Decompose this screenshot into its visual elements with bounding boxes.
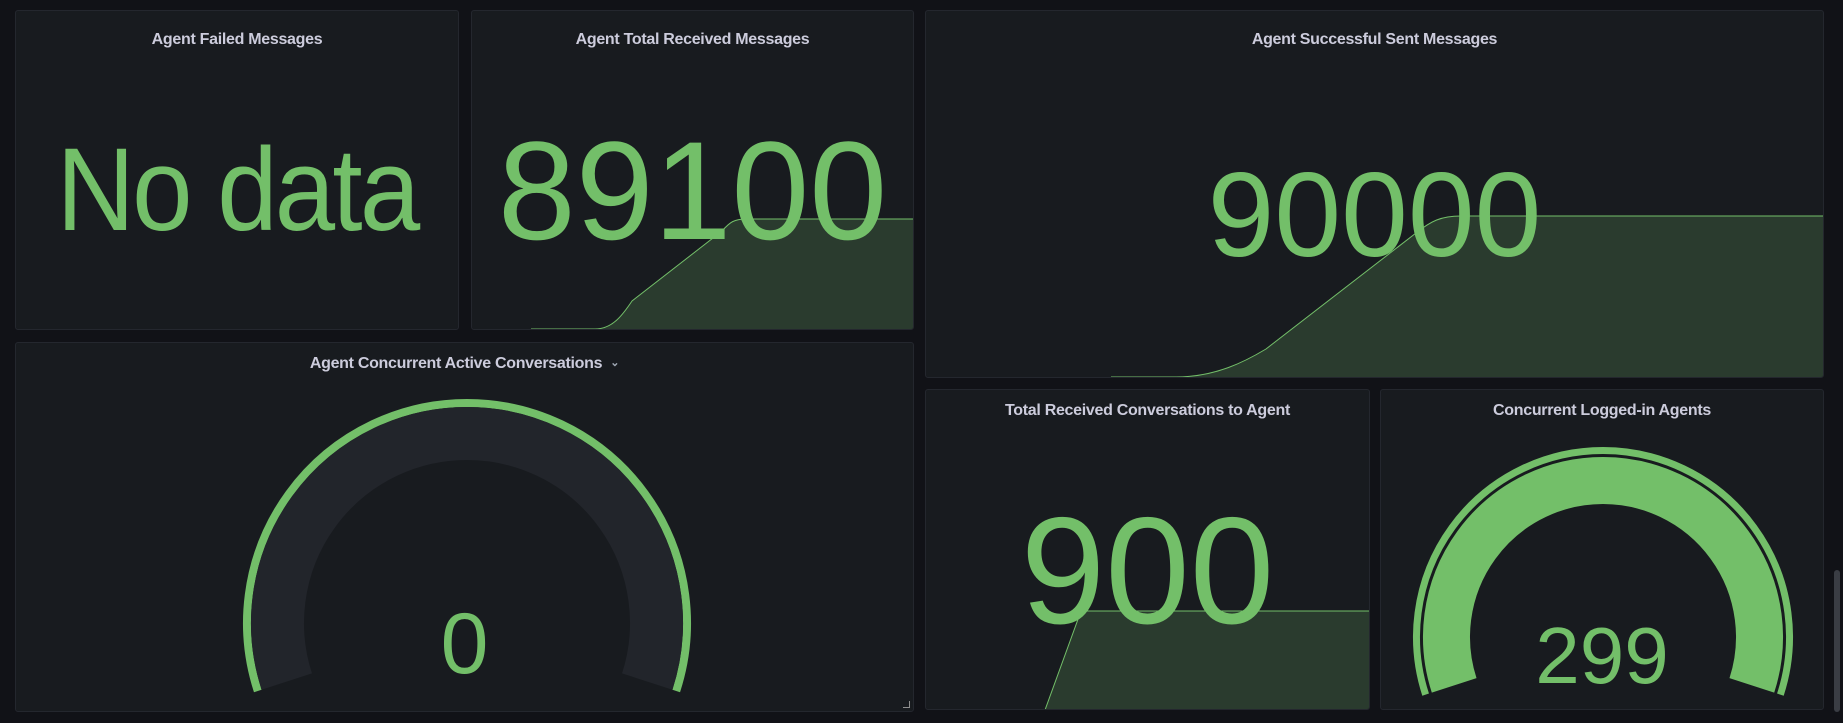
panel-title[interactable]: Total Received Conversations to Agent (1005, 402, 1290, 419)
gauge-track (251, 407, 683, 690)
panel-agent-total-received-messages[interactable]: Agent Total Received Messages 89100 (471, 10, 914, 330)
sparkline (531, 218, 913, 329)
gauge-threshold-ring (1413, 447, 1793, 696)
panel-title[interactable]: Agent Total Received Messages (575, 31, 810, 48)
stat-value: 900 (1020, 486, 1275, 656)
stat-value: 90000 (1207, 148, 1542, 282)
scrollbar[interactable] (1834, 570, 1840, 712)
gauge-value: 299 (1535, 611, 1669, 700)
panel-title[interactable]: Concurrent Logged-in Agents (1493, 402, 1711, 419)
panel-total-received-conversations[interactable]: Total Received Conversations to Agent 90… (925, 389, 1370, 710)
panel-agent-concurrent-active-conversations[interactable]: Agent Concurrent Active Conversations ⌄ 0 (15, 342, 914, 712)
sparkline-area (1111, 216, 1823, 377)
panel-concurrent-logged-in-agents[interactable]: Concurrent Logged-in Agents 299 (1380, 389, 1824, 710)
sparkline-area (531, 219, 913, 329)
sparkline-line (531, 218, 913, 329)
stat-value: No data (56, 124, 421, 256)
gauge-value: 0 (440, 596, 489, 692)
panel-title[interactable]: Agent Successful Sent Messages (1251, 31, 1498, 48)
stat-value: 89100 (497, 112, 888, 269)
sparkline-line (1111, 215, 1823, 377)
panel-title[interactable]: Agent Failed Messages (151, 31, 323, 48)
sparkline-line (1044, 610, 1369, 709)
resize-handle[interactable] (903, 701, 910, 708)
chevron-down-icon[interactable]: ⌄ (610, 357, 620, 369)
sparkline (1111, 215, 1823, 377)
panel-title-text: Agent Concurrent Active Conversations (309, 355, 603, 372)
sparkline (1044, 610, 1369, 709)
gauge (243, 399, 691, 693)
sparkline-area (1045, 611, 1369, 709)
panel-agent-failed-messages[interactable]: Agent Failed Messages No data (15, 10, 459, 330)
panel-title[interactable]: Agent Concurrent Active Conversations ⌄ (16, 355, 913, 373)
gauge (1413, 447, 1793, 696)
gauge-threshold-ring (243, 399, 691, 693)
panel-agent-successful-sent-messages[interactable]: Agent Successful Sent Messages 90000 (925, 10, 1824, 378)
gauge-fill (1423, 457, 1783, 693)
